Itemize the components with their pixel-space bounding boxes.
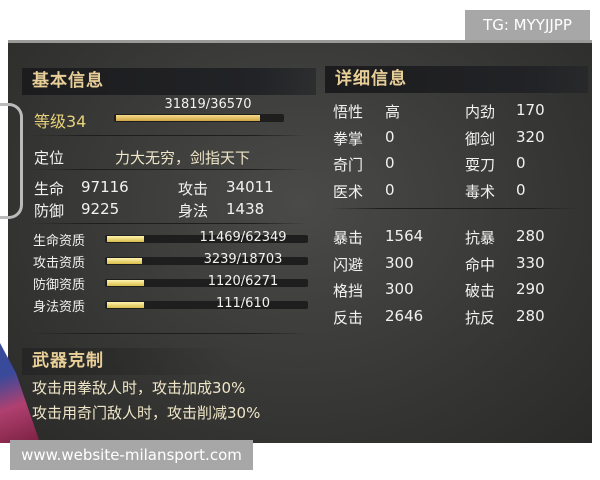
detail-stat-value: 高 xyxy=(385,103,401,121)
aptitude-bar-fill xyxy=(107,258,142,264)
detail-stat-value: 170 xyxy=(516,101,545,119)
exp-text: 31819/36570 xyxy=(164,97,252,112)
exp-bar xyxy=(114,114,284,122)
aptitude-value: 3239/18703 xyxy=(203,252,283,267)
aptitude-value: 111/610 xyxy=(215,296,270,311)
detail-stat-label: 医术 xyxy=(333,182,364,201)
detail-stat-value: 280 xyxy=(516,306,545,325)
detail-stat-value: 0 xyxy=(385,180,395,199)
weapon-counter-header: 武器克制 xyxy=(22,348,232,375)
stat-label-defense: 防御 xyxy=(34,202,65,220)
watermark-top: TG: MYYJJPP xyxy=(465,10,590,40)
divider xyxy=(28,333,308,334)
stat-label-agility: 身法 xyxy=(178,202,209,220)
detail-stat-label: 反击 xyxy=(333,308,364,327)
detail-stat-label: 奇门 xyxy=(333,156,364,174)
detail-stat-label: 毒术 xyxy=(465,182,496,201)
detail-stat-value: 0 xyxy=(516,154,526,172)
basic-info-header: 基本信息 xyxy=(22,68,316,95)
detail-stat-label: 抗反 xyxy=(465,308,496,327)
detail-stat-value: 0 xyxy=(385,127,395,146)
detail-info-header: 详细信息 xyxy=(325,66,588,93)
detail-stat-value: 2646 xyxy=(385,306,424,325)
detail-stat-value: 290 xyxy=(516,280,545,298)
divider xyxy=(28,169,308,170)
stat-value-agility: 1438 xyxy=(226,200,265,218)
detail-stat-label: 内劲 xyxy=(465,103,496,121)
detail-stat-label: 耍刀 xyxy=(465,156,496,174)
aptitude-bar xyxy=(105,279,308,287)
exp-bar-fill xyxy=(116,115,261,121)
aptitude-bar-fill xyxy=(107,280,144,286)
detail-stat-label: 拳掌 xyxy=(333,129,364,148)
position-label: 定位 xyxy=(34,149,65,167)
detail-stat-value: 300 xyxy=(385,280,414,298)
detail-stat-value: 0 xyxy=(516,180,526,199)
detail-stat-value: 0 xyxy=(385,154,395,172)
detail-stat-value: 1564 xyxy=(385,227,424,245)
aptitude-label: 攻击资质 xyxy=(33,256,86,271)
detail-stat-value: 280 xyxy=(516,227,545,245)
detail-stat-value: 320 xyxy=(516,127,545,146)
detail-stat-label: 闪避 xyxy=(333,255,364,274)
stat-value-attack: 34011 xyxy=(226,178,274,196)
detail-stat-label: 暴击 xyxy=(333,229,364,247)
aptitude-bar xyxy=(105,257,308,265)
detail-stat-label: 格挡 xyxy=(333,282,364,300)
aptitude-label: 身法资质 xyxy=(33,300,86,315)
detail-stat-label: 破击 xyxy=(465,282,496,300)
detail-stat-label: 命中 xyxy=(465,255,496,274)
stat-label-attack: 攻击 xyxy=(178,180,209,198)
aptitude-label: 防御资质 xyxy=(33,278,86,293)
level-label: 等级34 xyxy=(34,112,87,131)
weapon-counter-line-2: 攻击用奇门敌人时，攻击削减30% xyxy=(32,404,261,422)
aptitude-value: 1120/6271 xyxy=(207,274,279,289)
detail-stat-label: 抗暴 xyxy=(465,229,496,247)
character-portrait-edge xyxy=(0,103,23,219)
detail-stat-label: 悟性 xyxy=(333,103,364,121)
aptitude-bar xyxy=(105,235,308,243)
position-value: 力大无穷，剑指天下 xyxy=(115,149,251,167)
detail-stat-value: 300 xyxy=(385,253,414,272)
aptitude-value: 11469/62349 xyxy=(199,230,287,245)
detail-stat-label: 御剑 xyxy=(465,129,496,148)
watermark-bottom: www.website-milansport.com xyxy=(10,440,253,470)
character-info-panel: 基本信息 31819/36570 等级34 定位 力大无穷，剑指天下 生命 97… xyxy=(0,40,592,443)
stat-value-defense: 9225 xyxy=(81,200,120,218)
stat-label-hp: 生命 xyxy=(34,180,65,198)
detail-stat-value: 330 xyxy=(516,253,545,272)
aptitude-bar-fill xyxy=(107,236,144,242)
aptitude-label: 生命资质 xyxy=(33,234,86,249)
divider xyxy=(28,223,308,224)
aptitude-bar xyxy=(105,301,308,309)
stat-value-hp: 97116 xyxy=(81,178,129,196)
weapon-counter-line-1: 攻击用拳敌人时，攻击加成30% xyxy=(32,379,246,397)
divider xyxy=(28,135,308,136)
divider xyxy=(330,208,580,209)
aptitude-bar-fill xyxy=(107,302,144,308)
